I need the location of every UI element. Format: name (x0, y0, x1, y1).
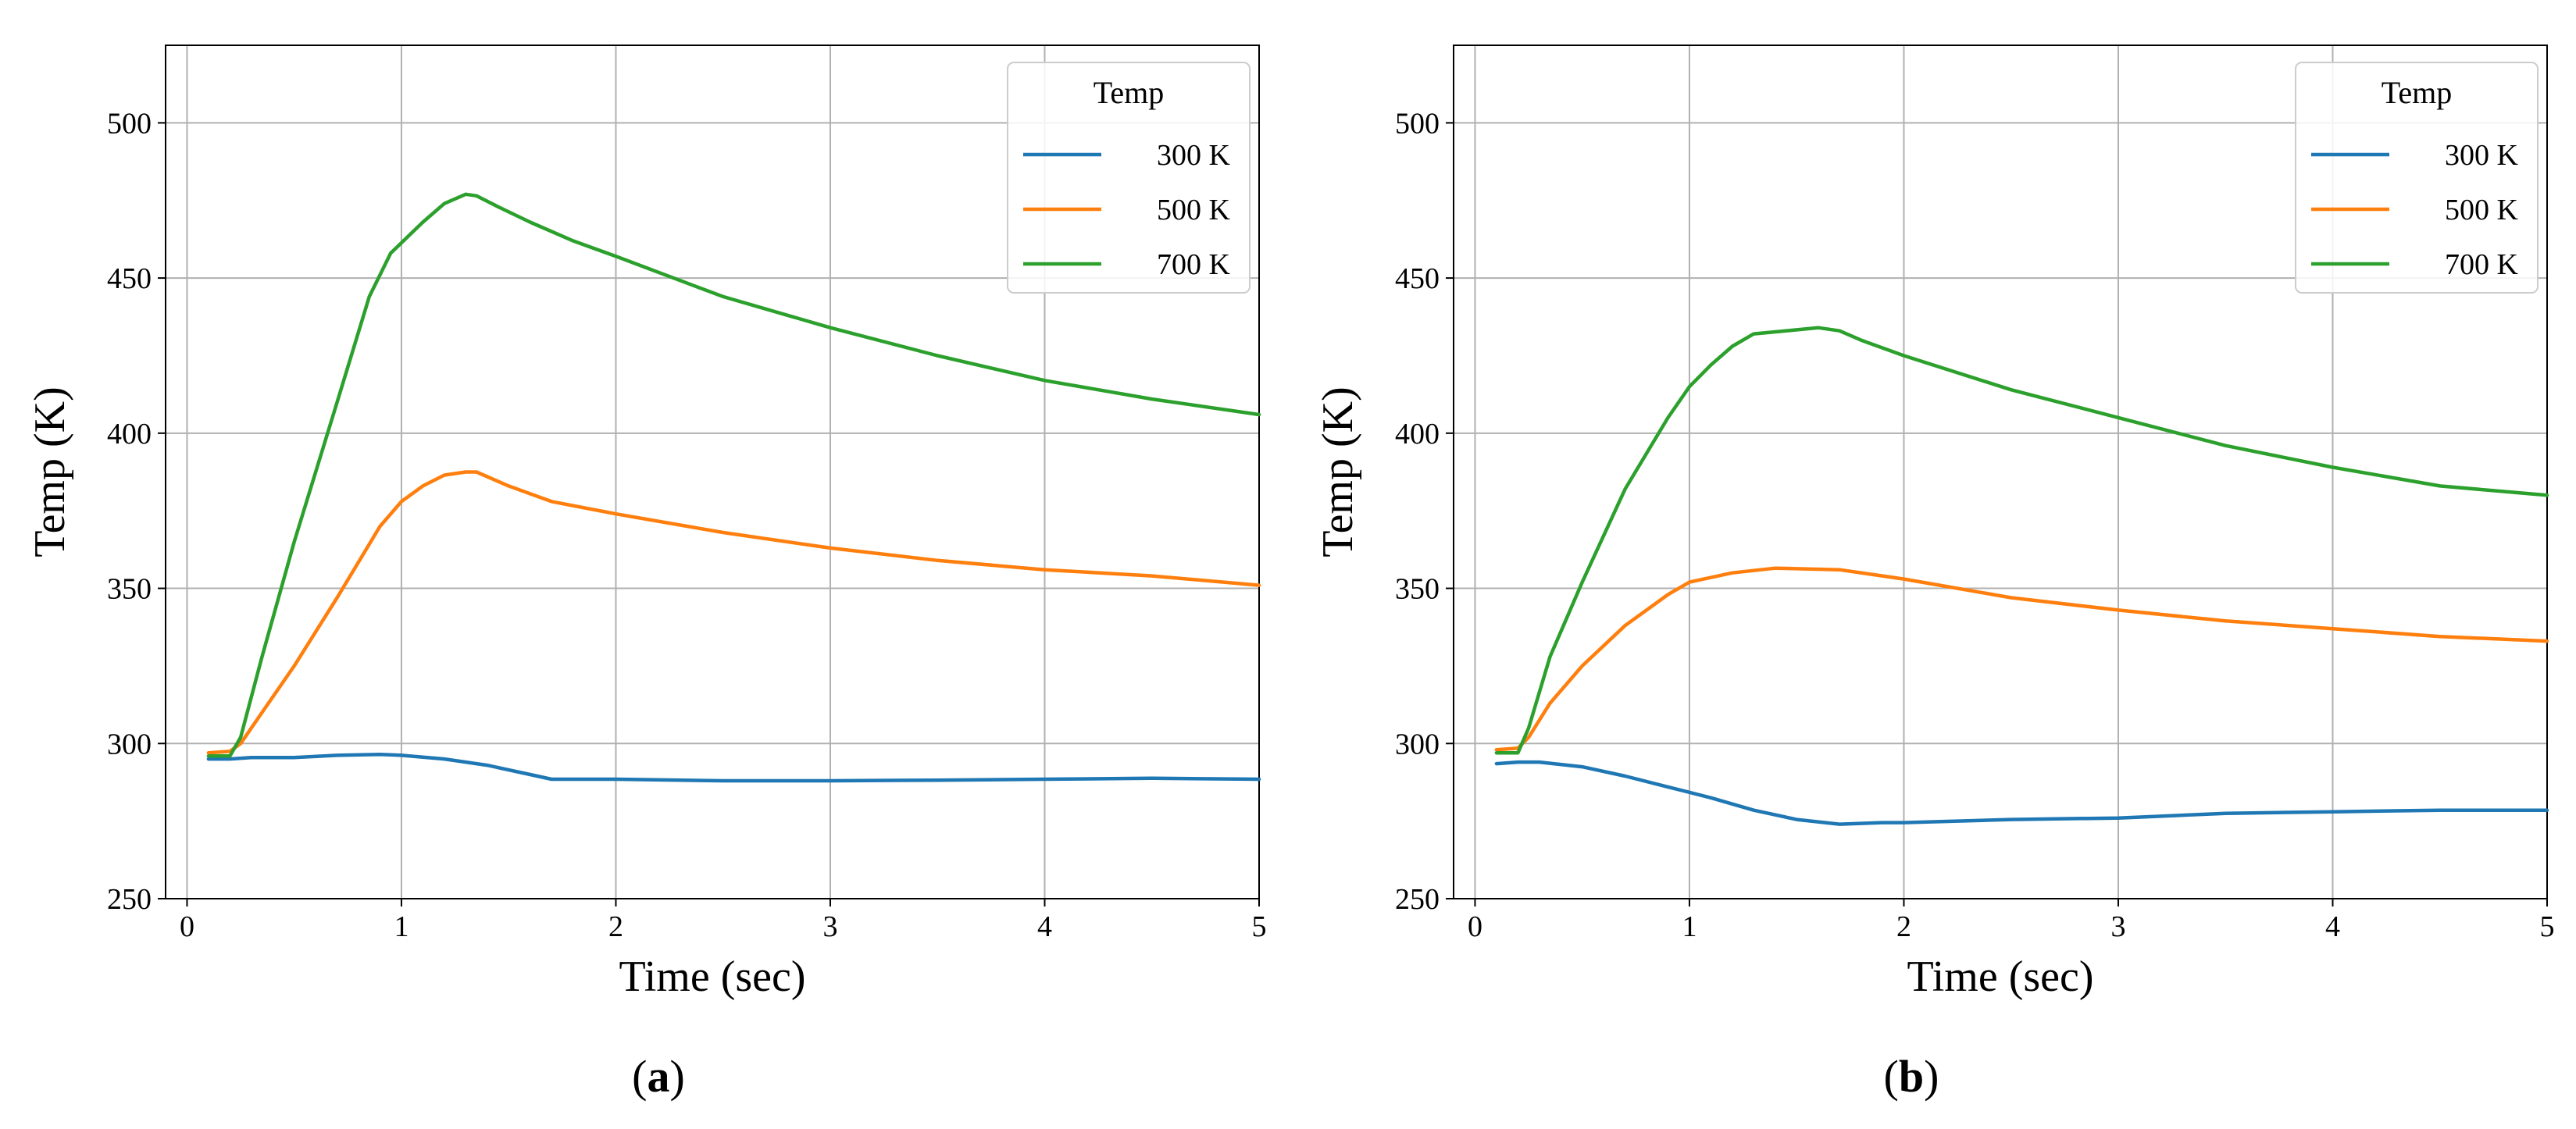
chart-panel-a: 0 1 2 3 4 5 250 300 350 400 450 500 Time (sec) Temp (… (26, 45, 1267, 1102)
chart-a-legend-box (1007, 62, 1251, 294)
chart-b-ytick-label-0: 250 (1395, 883, 1440, 916)
chart-b-ytick-label-4: 450 (1395, 262, 1440, 295)
chart-a-ytick-label-2: 350 (107, 573, 152, 606)
chart-b: 0 1 2 3 4 5 250 300 350 400 450 500 Time (sec) Temp (… (1314, 45, 2555, 1001)
chart-a-series-500k (206, 470, 1261, 755)
chart-b-ytick-label-3: 400 (1395, 418, 1440, 451)
chart-b-series-500k (1494, 566, 2549, 752)
chart-b-series-300k (1494, 760, 2549, 826)
chart-a-frame (165, 45, 1260, 899)
chart-b-ytick-label-2: 350 (1395, 573, 1440, 606)
chart-a-xlabel: Time (sec) (619, 953, 805, 1001)
chart-a-xtick-label-2: 2 (608, 910, 623, 943)
chart-a-legend: Temp 300 K 500 K 700 K (1007, 62, 1251, 294)
chart-a-xtick-label-1: 1 (394, 910, 409, 943)
chart-a-legend-label-0: 300 K (1157, 139, 1231, 172)
chart-b-xtick-label-3: 3 (2110, 910, 2125, 943)
chart-b-legend: Temp 300 K 500 K 700 K (2295, 62, 2539, 294)
chart-a-ytick-label-1: 300 (107, 728, 152, 760)
chart-a-ytick-label-0: 250 (107, 883, 152, 916)
chart-b-legend-label-0: 300 K (2445, 139, 2519, 172)
chart-b-xtick-label-2: 2 (1896, 910, 1911, 943)
chart-a-ylabel: Temp (K) (26, 386, 74, 557)
chart-a-xtick-label-3: 3 (822, 910, 837, 943)
chart-a-xtick-label-0: 0 (180, 910, 194, 943)
chart-b-legend-label-1: 500 K (2445, 194, 2519, 226)
chart-a-legend-label-1: 500 K (1157, 194, 1231, 226)
chart-b-legend-label-2: 700 K (2445, 248, 2519, 281)
chart-a-series-300k (206, 752, 1261, 783)
chart-b-xtick-label-5: 5 (2540, 910, 2555, 943)
chart-b-ytick-label-1: 300 (1395, 728, 1440, 760)
chart-b-series-700k (1494, 326, 2549, 755)
chart-a-legend-label-2: 700 K (1157, 248, 1231, 281)
chart-panel-b: 0 1 2 3 4 5 250 300 350 400 450 500 Time (sec) Temp (… (1288, 0, 2576, 1129)
chart-a-series-700k (206, 192, 1261, 758)
chart-a-ytick-label-5: 500 (107, 107, 152, 140)
chart-b-ytick-label-5: 500 (1395, 107, 1440, 140)
caption-a: (a) (632, 1051, 685, 1102)
chart-b-legend-box (2295, 62, 2539, 294)
chart-a-xtick-label-4: 4 (1037, 910, 1052, 943)
chart-b-legend-title: Temp (2382, 75, 2453, 110)
chart-a-ytick-label-3: 400 (107, 418, 152, 451)
chart-a: 0 1 2 3 4 5 250 300 350 400 450 500 Time (sec) Temp (… (26, 45, 1267, 1001)
chart-b-xtick-label-1: 1 (1682, 910, 1697, 943)
caption-b: (b) (1883, 1051, 1939, 1102)
chart-b-xlabel: Time (sec) (1907, 953, 2093, 1001)
chart-a-xtick-label-5: 5 (1252, 910, 1267, 943)
chart-a-legend-title: Temp (1094, 75, 1165, 110)
chart-b-xtick-label-0: 0 (1468, 910, 1482, 943)
chart-a-ytick-label-4: 450 (107, 262, 152, 295)
chart-b-xtick-label-4: 4 (2325, 910, 2340, 943)
chart-b-frame (1453, 45, 2548, 899)
chart-b-ylabel: Temp (K) (1314, 386, 1362, 557)
